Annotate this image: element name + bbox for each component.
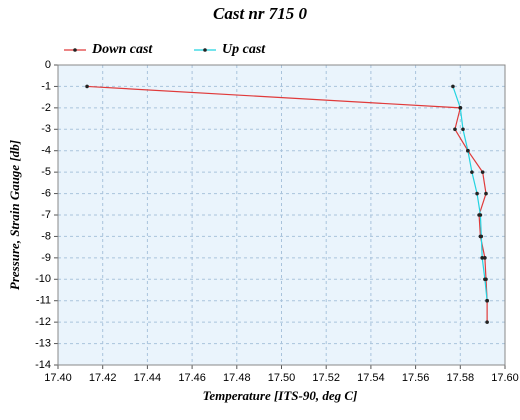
data-point [451, 84, 455, 89]
y-tick-label: -14 [35, 359, 51, 371]
x-tick-label: 17.44 [134, 372, 162, 384]
data-point [479, 234, 484, 239]
data-point [85, 84, 89, 89]
data-point [480, 256, 485, 260]
y-tick-label: -6 [41, 187, 51, 199]
x-tick-label: 17.40 [44, 372, 72, 384]
x-tick-label: 17.46 [178, 372, 206, 384]
y-tick-label: 0 [45, 59, 51, 71]
chart-title: Cast nr 715 0 [213, 4, 307, 23]
y-tick-label: -8 [41, 230, 51, 242]
x-tick-label: 17.58 [447, 372, 475, 384]
x-tick-label: 17.54 [357, 372, 385, 384]
x-tick-label: 17.48 [223, 372, 251, 384]
legend-label: Up cast [222, 42, 266, 57]
data-point [485, 298, 489, 303]
data-point [485, 320, 489, 324]
data-point [483, 256, 487, 260]
legend-marker [73, 48, 77, 52]
x-axis-label: Temperature [ITS-90, deg C] [203, 388, 358, 403]
legend-label: Down cast [91, 42, 153, 57]
y-tick-label: -10 [35, 273, 51, 285]
data-point [470, 170, 474, 174]
y-tick-label: -11 [36, 295, 51, 307]
legend-marker [203, 48, 207, 52]
y-axis-label: Pressure, Strain Gauge [db] [7, 140, 22, 290]
x-tick-label: 17.42 [89, 372, 117, 384]
y-tick-label: -7 [41, 209, 51, 221]
x-tick-label: 17.56 [402, 372, 430, 384]
data-point [461, 127, 465, 132]
y-tick-label: -5 [41, 166, 51, 178]
data-point [466, 148, 470, 153]
data-point [478, 213, 483, 217]
y-tick-label: -4 [41, 145, 51, 157]
x-tick-label: 17.52 [312, 372, 340, 384]
y-tick-label: -12 [35, 316, 51, 328]
data-point [484, 191, 488, 196]
data-point [453, 127, 457, 132]
plot-border [57, 64, 506, 366]
series-line [87, 85, 488, 323]
data-point [483, 277, 487, 282]
y-tick-label: -13 [35, 337, 51, 349]
y-tick-label: -9 [41, 252, 51, 264]
x-tick-label: 17.50 [268, 372, 296, 384]
y-tick-label: -1 [41, 80, 51, 92]
data-point [475, 191, 479, 196]
y-tick-label: -2 [41, 102, 51, 114]
data-point [480, 170, 485, 174]
y-tick-label: -3 [41, 123, 51, 135]
x-tick-label: 17.60 [491, 372, 519, 384]
data-point [458, 106, 463, 110]
